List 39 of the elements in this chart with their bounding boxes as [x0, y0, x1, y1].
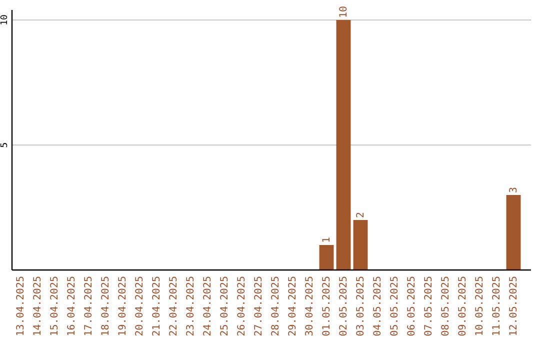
- x-tick-label: 01.05.2025: [322, 276, 332, 336]
- bar: [319, 245, 334, 270]
- y-tick-label: 5: [0, 142, 10, 148]
- x-tick-label: 23.04.2025: [186, 276, 196, 336]
- data-label: 1: [322, 236, 332, 243]
- bar: [506, 195, 521, 270]
- x-tick-label: 13.04.2025: [16, 276, 26, 336]
- x-tick-label: 25.04.2025: [220, 276, 230, 336]
- x-tick-label: 27.04.2025: [254, 276, 264, 336]
- x-tick-label: 05.05.2025: [390, 276, 400, 336]
- x-tick-label: 17.04.2025: [84, 276, 94, 336]
- x-tick-label: 21.04.2025: [152, 276, 162, 336]
- x-tick-label: 03.05.2025: [356, 276, 366, 336]
- x-tick-label: 14.04.2025: [32, 276, 44, 336]
- x-tick-label: 29.04.2025: [288, 276, 298, 336]
- x-tick-label: 06.05.2025: [406, 276, 418, 336]
- x-tick-label: 07.05.2025: [424, 276, 434, 336]
- bar: [336, 20, 351, 270]
- x-tick-label: 18.04.2025: [100, 276, 112, 336]
- x-tick-label: 24.04.2025: [202, 276, 214, 336]
- x-tick-label: 30.04.2025: [304, 276, 316, 336]
- data-label: 3: [508, 186, 520, 193]
- x-tick-label: 11.05.2025: [492, 276, 502, 336]
- x-tick-label: 15.04.2025: [50, 276, 60, 336]
- bar: [353, 220, 368, 270]
- x-tick-label: 22.04.2025: [168, 276, 180, 336]
- x-tick-label: 09.05.2025: [458, 276, 468, 336]
- data-label: 10: [338, 6, 350, 18]
- x-tick-label: 26.04.2025: [236, 276, 248, 336]
- x-tick-label: 16.04.2025: [66, 276, 78, 336]
- x-tick-label: 20.04.2025: [134, 276, 146, 336]
- x-tick-label: 19.04.2025: [118, 276, 128, 336]
- x-tick-label: 10.05.2025: [474, 276, 486, 336]
- x-tick-label: 04.05.2025: [372, 276, 384, 336]
- x-tick-label: 08.05.2025: [440, 276, 452, 336]
- x-tick-label: 12.05.2025: [508, 276, 520, 336]
- x-tick-label: 02.05.2025: [338, 276, 350, 336]
- x-tick-label: 28.04.2025: [270, 276, 282, 336]
- data-label: 2: [356, 212, 366, 218]
